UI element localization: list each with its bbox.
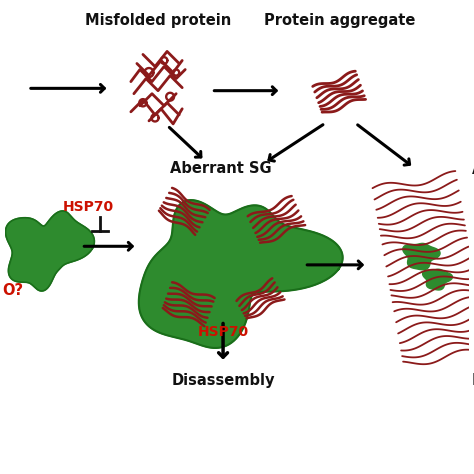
Text: Misfolded protein: Misfolded protein (85, 13, 231, 28)
Text: Protein aggregate: Protein aggregate (264, 13, 415, 28)
Text: Disassembly: Disassembly (171, 373, 275, 388)
Polygon shape (423, 269, 453, 290)
Text: Aberrant SG: Aberrant SG (170, 161, 272, 176)
Text: Ag: Ag (472, 162, 474, 177)
Text: HSP70: HSP70 (63, 200, 114, 214)
Text: HSP70: HSP70 (198, 325, 249, 339)
Polygon shape (6, 211, 94, 291)
Polygon shape (139, 200, 343, 348)
Text: De: De (472, 373, 474, 388)
Polygon shape (403, 243, 440, 270)
Text: O?: O? (2, 283, 24, 298)
